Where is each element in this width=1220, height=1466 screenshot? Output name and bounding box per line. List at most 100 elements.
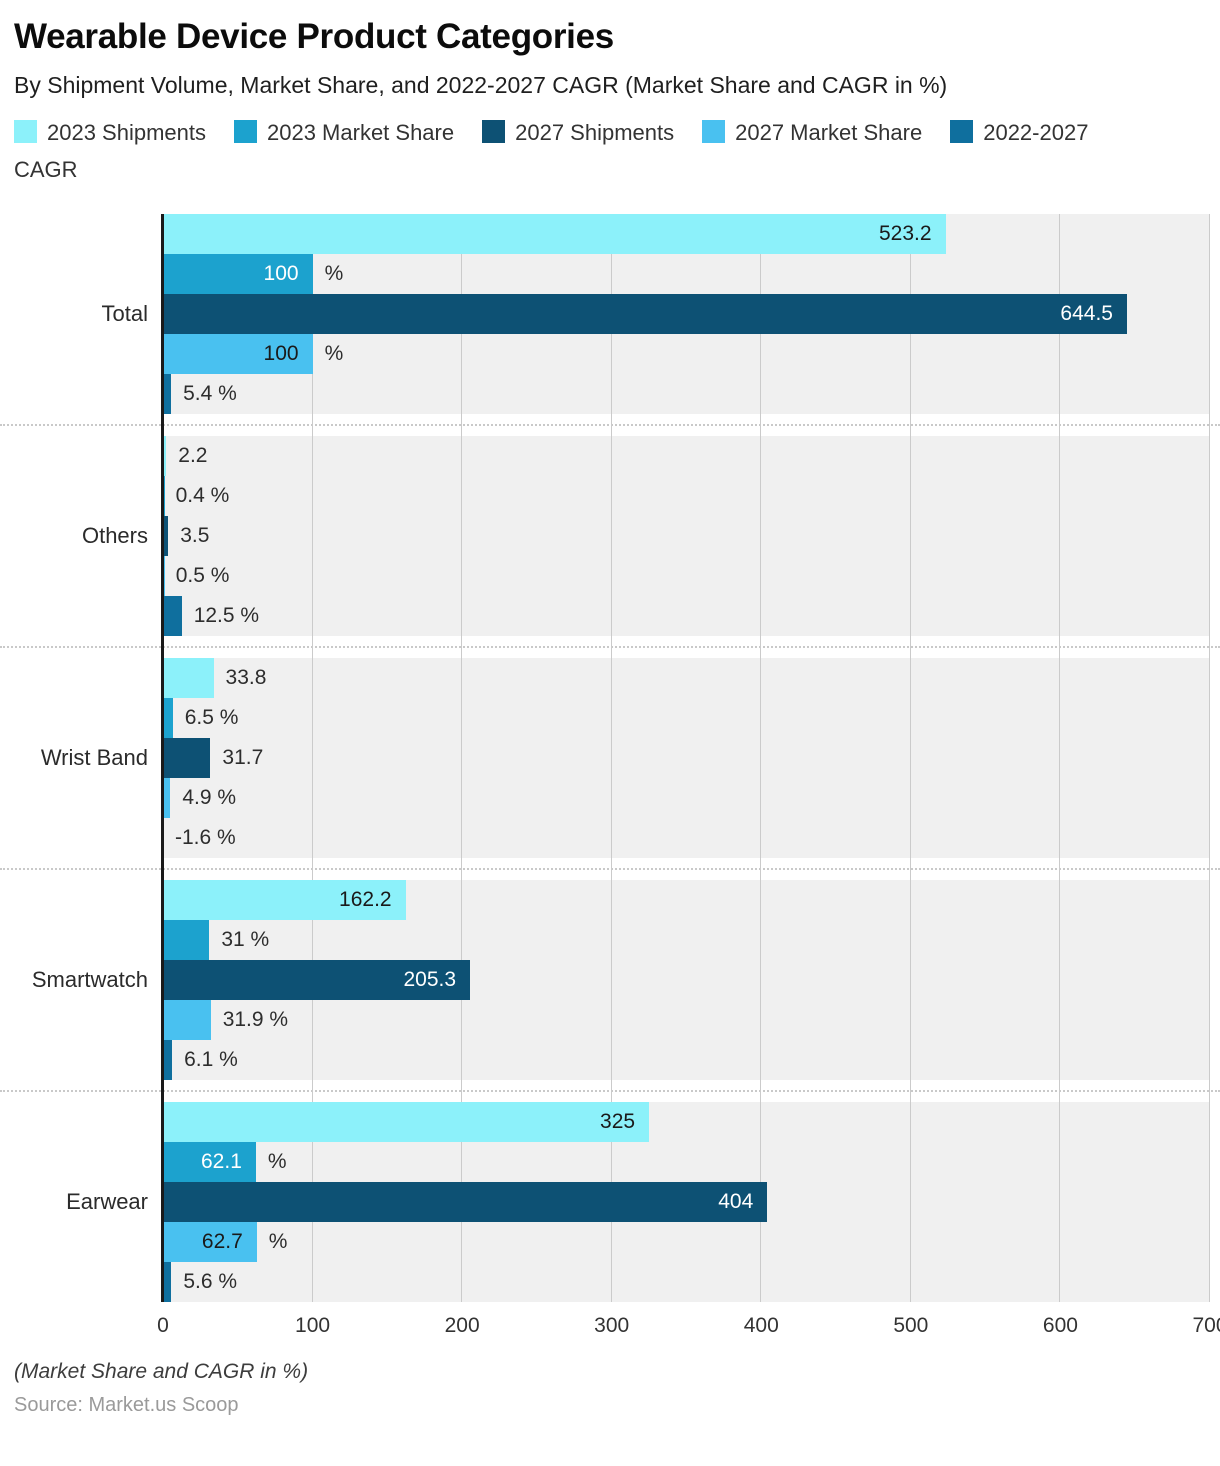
percent-suffix: % [267, 1149, 287, 1173]
bar: 162.2 [163, 879, 406, 920]
bar-row: 523.2 [163, 213, 1210, 254]
gridline [909, 213, 911, 1302]
bar [163, 1039, 173, 1080]
x-tick-label: 300 [594, 1313, 630, 1337]
bar-row: 325 [163, 1101, 1210, 1142]
chart-band: 162.2 31 % 205.3 31.9 % 6.1 % [163, 879, 1210, 1080]
bar [163, 657, 214, 698]
bar-value-label: 33.8 [225, 665, 267, 689]
group-separator [0, 423, 1220, 426]
gridline [1059, 213, 1061, 1302]
bar-value-label: 2.2 [178, 443, 208, 467]
x-tick-label: 500 [893, 1313, 929, 1337]
bar-row: 62.7% [163, 1221, 1210, 1262]
bar-value-label: 100 [263, 341, 299, 365]
bar [163, 435, 167, 476]
bar-row: 12.5 % [163, 595, 1210, 636]
bar: 205.3 [163, 959, 471, 1000]
page-subtitle: By Shipment Volume, Market Share, and 20… [14, 72, 948, 98]
group-separator [0, 645, 1220, 648]
chart-band: 523.2 100% 644.5 100% 5.4 % [163, 213, 1210, 414]
gridline [311, 213, 313, 1302]
bar-value-label: 0.5 % [175, 563, 230, 587]
bar-row: 31.9 % [163, 999, 1210, 1040]
bar-chart: Total 523.2 100% 644.5 100% 5.4 % Others 2.2 0.4… [0, 213, 1220, 1302]
bar: 404 [163, 1181, 768, 1222]
legend-swatch-icon [14, 119, 37, 143]
bar-value-label: 62.7 [201, 1229, 243, 1253]
bar-value-label: 5.4 % [183, 381, 237, 405]
bar-value-label: 523.2 [878, 221, 932, 245]
bar-row: 5.4 % [163, 373, 1210, 414]
bar-row: 5.6 % [163, 1261, 1210, 1302]
bar [163, 919, 210, 960]
bar-value-label: 205.3 [403, 967, 457, 991]
gridline [461, 213, 463, 1302]
category-label: Others [81, 522, 148, 548]
legend: 2023 Shipments 2023 Market Share 2027 Ship… [14, 114, 1119, 188]
bar-value-label: 31.7 [222, 745, 264, 769]
bar: 325 [163, 1101, 650, 1142]
chart-footer: (Market Share and CAGR in %) Source: Mar… [0, 1360, 1220, 1417]
bar-row: 6.1 % [163, 1039, 1210, 1080]
bar-value-label: 3.5 [180, 523, 210, 547]
x-tick-label: 100 [295, 1313, 331, 1337]
bar-row: 100% [163, 253, 1210, 294]
bar-row: 2.2 [163, 435, 1210, 476]
bar-row: 205.3 [163, 959, 1210, 1000]
percent-suffix: % [268, 1229, 288, 1253]
category-label: Smartwatch [31, 966, 148, 992]
x-tick-label: 400 [743, 1313, 779, 1337]
legend-swatch-icon [234, 119, 257, 143]
bar [163, 373, 172, 414]
chart-band: 2.2 0.4 % 3.5 0.5 % 12.5 % [163, 435, 1210, 636]
chart-band: 325 62.1% 404 62.7% 5.6 % [163, 1101, 1210, 1302]
bar-value-label: 4.9 % [182, 785, 237, 809]
bar-row: 162.2 [163, 879, 1210, 920]
bar-row: 33.8 [163, 657, 1210, 698]
bar-row: 3.5 [163, 515, 1210, 556]
category-label: Earwear [66, 1188, 148, 1214]
bar: 62.1 [163, 1141, 256, 1182]
y-axis-line [161, 213, 164, 1302]
bar-value-label: 644.5 [1060, 301, 1113, 325]
bar-row: 62.1% [163, 1141, 1210, 1182]
group-separator [0, 1089, 1220, 1092]
bar-value-label: 162.2 [339, 887, 392, 911]
bar-row: 404 [163, 1181, 1210, 1222]
bar-value-label: 6.1 % [184, 1047, 238, 1071]
legend-item: 2022-2027 CAGR [14, 119, 1088, 182]
bar-value-label: 31.9 % [222, 1007, 289, 1031]
source-credit: Source: Market.us Scoop [14, 1393, 239, 1416]
bar-value-label: 12.5 % [193, 603, 260, 627]
footnote: (Market Share and CAGR in %) [14, 1359, 309, 1383]
legend-item: 2027 Shipments [482, 119, 674, 145]
legend-swatch-icon [702, 119, 726, 143]
bar-value-label: 0.4 % [175, 483, 230, 507]
bar-value-label: 404 [718, 1189, 754, 1213]
percent-suffix: % [324, 341, 344, 365]
legend-label: 2027 Market Share [735, 119, 923, 145]
page-title: Wearable Device Product Categories [14, 17, 614, 56]
x-tick-label: 700 [1192, 1313, 1220, 1337]
category-group: Smartwatch 162.2 31 % 205.3 31.9 % 6.1 % [0, 879, 1220, 1092]
legend-label: 2023 Market Share [267, 119, 455, 145]
group-separator [0, 867, 1220, 870]
category-group: Earwear 325 62.1% 404 62.7% 5.6 % [0, 1101, 1220, 1302]
bar: 100 [163, 253, 313, 294]
bar-value-label: 62.1 [201, 1149, 242, 1173]
bar-row: 0.4 % [163, 475, 1210, 516]
legend-item: 2023 Shipments [14, 119, 206, 145]
percent-suffix: % [324, 261, 344, 285]
bar [163, 1261, 172, 1302]
gridlines-layer [163, 213, 1210, 1302]
bar [163, 555, 165, 596]
bar-row: 31 % [163, 919, 1210, 960]
legend-swatch-icon [482, 119, 506, 143]
x-tick-label: 200 [444, 1313, 480, 1337]
bar [163, 697, 173, 738]
bar: 62.7 [163, 1221, 257, 1262]
bar: 100 [163, 333, 313, 374]
bar-value-label: 325 [600, 1109, 636, 1133]
bar [163, 777, 171, 818]
